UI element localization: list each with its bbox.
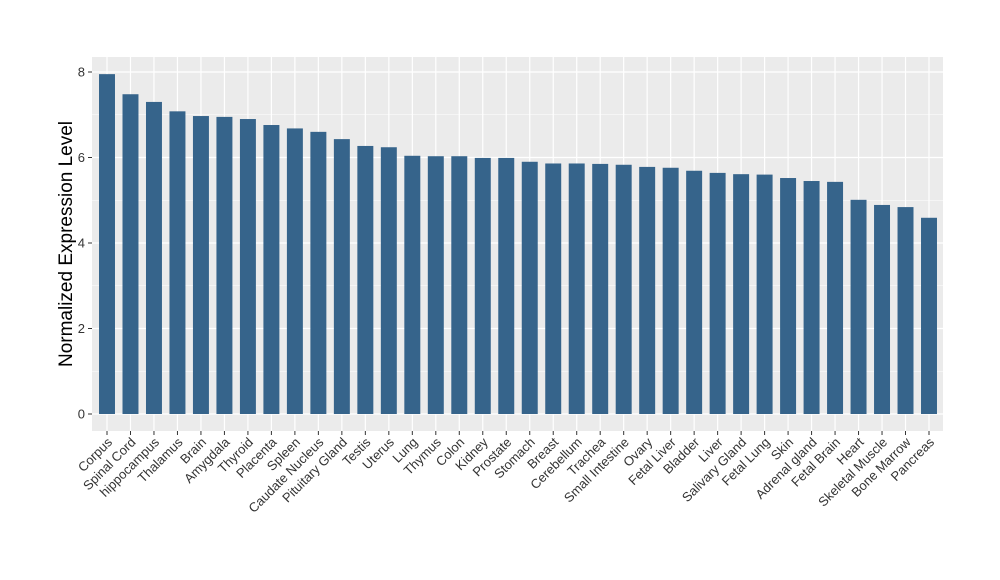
y-axis-title: Normalized Expression Level xyxy=(56,121,77,367)
bar-small-intestine xyxy=(615,164,632,414)
bar-thymus xyxy=(427,156,444,414)
bar-spleen xyxy=(286,128,303,414)
bar-spinal-cord xyxy=(122,94,139,414)
bar-pituitary-gland xyxy=(333,139,350,414)
bar-fetal-lung xyxy=(756,174,773,414)
y-tick-label: 4 xyxy=(78,236,85,251)
y-axis: 0 2 4 6 8 xyxy=(78,65,92,422)
bar-uterus xyxy=(380,147,397,415)
bar-caudate-nucleus xyxy=(310,131,327,414)
bar-salivary-gland xyxy=(733,174,750,414)
bar-thalamus xyxy=(169,111,186,414)
bar-fetal-brain xyxy=(827,181,844,414)
bar-breast xyxy=(545,163,562,414)
bar-corpus xyxy=(99,74,115,414)
bar-trachea xyxy=(592,163,609,414)
bar-heart xyxy=(850,199,867,414)
bar-liver xyxy=(709,172,726,414)
bar-amygdala xyxy=(216,116,233,414)
bar-prostate xyxy=(498,157,515,415)
y-tick-label: 2 xyxy=(78,321,85,336)
bar-colon xyxy=(451,156,468,414)
bar-pancreas xyxy=(921,217,937,414)
bar-adrenal-gland xyxy=(803,181,820,414)
bar-brain xyxy=(192,116,209,414)
bar-cerebellum xyxy=(568,163,585,414)
bar-bladder xyxy=(686,170,703,414)
bar-stomach xyxy=(521,161,538,414)
bar-skeletal-muscle xyxy=(874,204,891,414)
bar-placenta xyxy=(263,125,280,414)
bars xyxy=(99,74,937,415)
bar-skin xyxy=(780,178,797,414)
bar-bone-marrow xyxy=(897,207,914,414)
y-tick-label: 0 xyxy=(78,407,85,422)
bar-kidney xyxy=(474,157,491,415)
bar-lung xyxy=(404,155,421,415)
plot-panel xyxy=(92,57,943,431)
minor-gridlines xyxy=(92,114,943,372)
bar-fetal-liver xyxy=(662,167,679,414)
bar-testis xyxy=(357,145,374,414)
bar-thyroid xyxy=(239,119,256,415)
y-tick-label: 6 xyxy=(78,150,85,165)
bar-ovary xyxy=(639,166,656,414)
y-tick-label: 8 xyxy=(78,65,85,80)
bar-hippocampus xyxy=(145,101,162,415)
